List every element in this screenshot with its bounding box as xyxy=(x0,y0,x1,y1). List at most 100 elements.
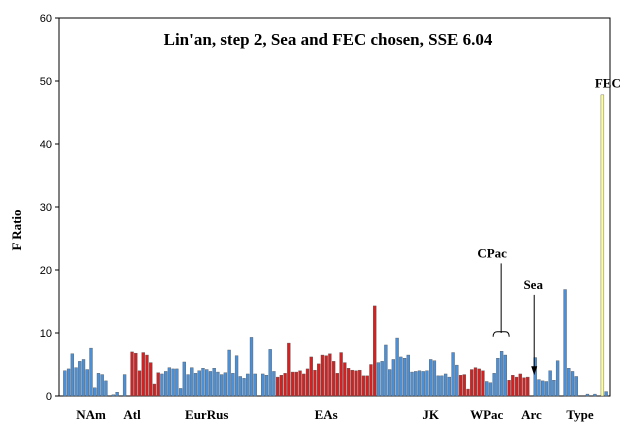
y-tick-label: 40 xyxy=(40,139,52,151)
bar xyxy=(238,376,242,397)
bar xyxy=(458,375,463,397)
bar xyxy=(130,351,134,397)
bar xyxy=(421,371,425,397)
bar xyxy=(93,387,97,397)
annotation-sea: Sea xyxy=(523,277,543,292)
bar xyxy=(246,373,250,397)
bar xyxy=(66,368,71,397)
bar xyxy=(178,388,183,397)
bar xyxy=(593,393,597,397)
bar xyxy=(346,368,351,397)
bar xyxy=(443,373,448,397)
bar xyxy=(63,370,67,397)
bar xyxy=(511,375,515,397)
y-tick-label: 30 xyxy=(40,202,52,214)
bar xyxy=(115,392,119,397)
bar xyxy=(503,354,508,397)
bar xyxy=(160,373,164,397)
bar xyxy=(477,368,481,397)
bar xyxy=(522,377,526,397)
bar xyxy=(268,349,272,397)
bar xyxy=(317,363,321,397)
bar xyxy=(387,369,392,397)
bar xyxy=(376,362,381,397)
bar xyxy=(544,381,549,397)
bar xyxy=(343,362,347,397)
group-label: NAm xyxy=(76,407,106,422)
bar xyxy=(309,356,313,397)
group-label: EAs xyxy=(315,407,338,422)
bar xyxy=(541,380,545,397)
bar xyxy=(384,344,388,397)
chart-title: Lin'an, step 2, Sea and FEC chosen, SSE … xyxy=(164,30,493,49)
bar xyxy=(261,373,265,397)
bar xyxy=(488,382,493,397)
bar xyxy=(373,305,377,397)
group-label: Type xyxy=(566,407,593,422)
bar xyxy=(473,367,478,397)
bar xyxy=(78,361,82,397)
bar xyxy=(264,375,269,397)
bar xyxy=(339,352,343,397)
bar xyxy=(324,355,328,397)
bar xyxy=(175,368,179,397)
bar xyxy=(231,373,235,397)
bar xyxy=(481,370,485,397)
bar xyxy=(455,364,459,397)
bar xyxy=(298,370,302,397)
bar xyxy=(335,373,340,397)
bar xyxy=(507,380,511,397)
bar xyxy=(313,369,317,397)
bar xyxy=(81,359,86,397)
group-label: Arc xyxy=(521,407,542,422)
bar xyxy=(466,388,470,397)
bar xyxy=(163,371,168,397)
bar xyxy=(514,376,519,397)
bar xyxy=(272,371,276,397)
bar xyxy=(402,358,407,397)
bar xyxy=(137,370,142,397)
bar xyxy=(302,373,306,397)
bar xyxy=(122,374,127,397)
bar xyxy=(358,369,362,397)
bar xyxy=(417,370,422,397)
bar xyxy=(331,361,336,397)
annotation-arrowhead xyxy=(531,366,538,376)
bar xyxy=(205,369,209,397)
bar xyxy=(283,373,287,397)
bar xyxy=(111,394,116,397)
bar xyxy=(219,374,224,397)
bar xyxy=(320,354,325,397)
annotation-fec: FEC xyxy=(595,75,621,90)
bar xyxy=(253,373,257,397)
bar xyxy=(279,375,284,397)
bar xyxy=(201,368,205,397)
bar xyxy=(436,375,440,397)
y-tick-label: 20 xyxy=(40,265,52,277)
bar xyxy=(197,370,201,397)
bar xyxy=(555,360,560,397)
bar xyxy=(134,352,138,397)
bar xyxy=(190,367,194,397)
bar xyxy=(537,379,541,397)
bar xyxy=(570,371,575,397)
y-tick-label: 0 xyxy=(46,391,52,403)
bar xyxy=(548,370,552,397)
y-axis: 0 10 20 30 40 50 60 xyxy=(40,13,59,403)
bar xyxy=(85,369,89,397)
bar xyxy=(533,357,537,397)
group-labels: NAm Atl EurRus EAs JK WPac Arc Type xyxy=(76,407,594,422)
bar xyxy=(149,362,153,397)
y-tick-label: 60 xyxy=(40,13,52,25)
bar xyxy=(249,337,254,397)
bar xyxy=(152,383,157,397)
bar xyxy=(186,374,190,397)
bar xyxy=(552,380,556,397)
bar xyxy=(223,372,228,397)
bar xyxy=(361,375,366,397)
bar xyxy=(395,337,399,397)
bar xyxy=(208,371,213,397)
bar xyxy=(391,359,396,397)
bar xyxy=(193,373,198,397)
